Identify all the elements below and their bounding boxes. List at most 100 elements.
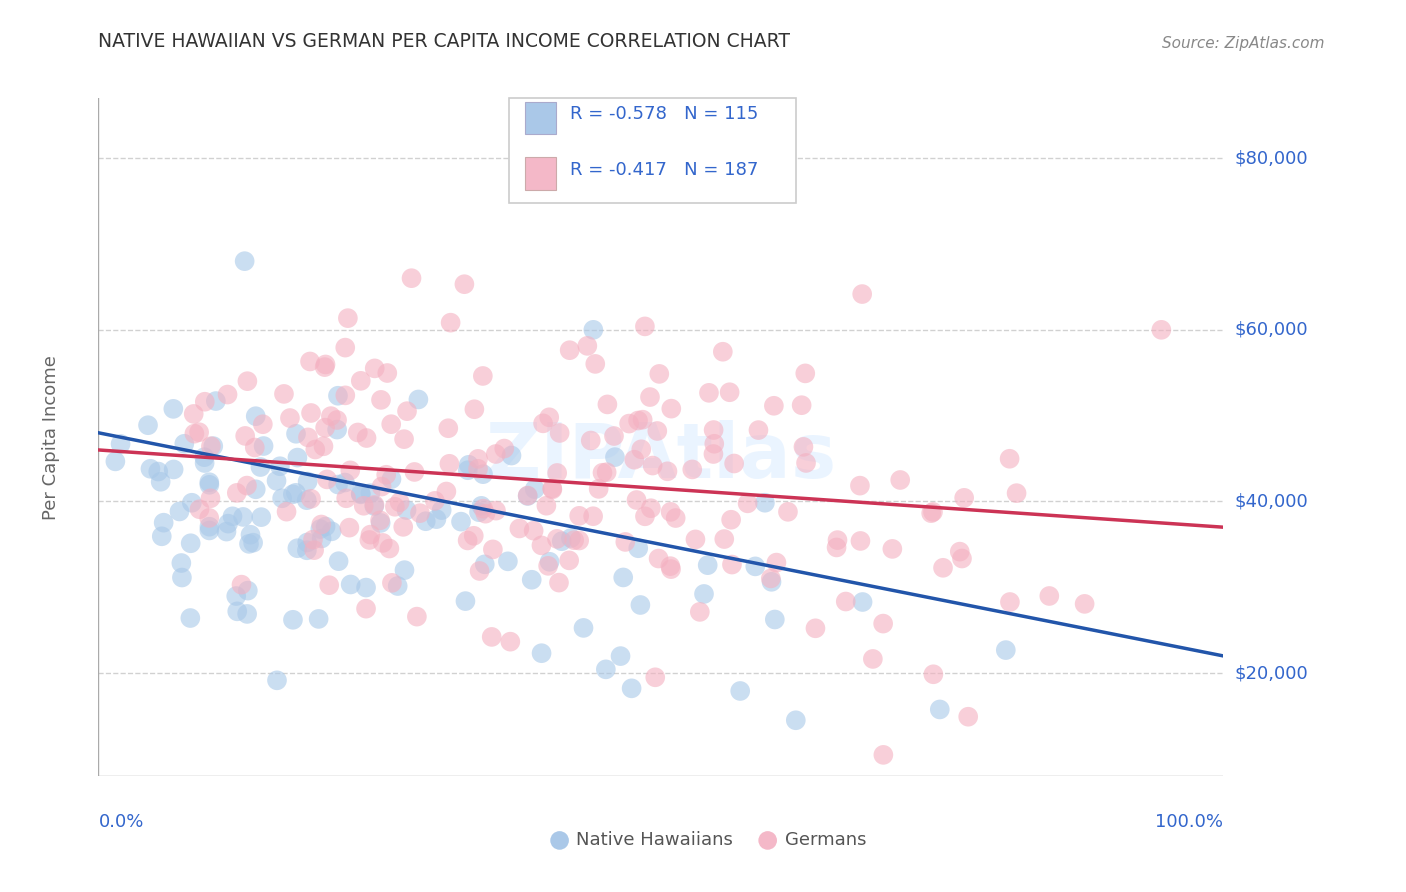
Point	[231, 577, 253, 591]
Point	[266, 474, 288, 488]
Point	[499, 634, 522, 648]
Point	[998, 595, 1021, 609]
Point	[697, 385, 720, 400]
Point	[852, 595, 875, 609]
Point	[849, 478, 872, 492]
Point	[179, 611, 201, 625]
Point	[647, 551, 669, 566]
Text: $60,000: $60,000	[1234, 321, 1308, 339]
Point	[623, 452, 645, 467]
Point	[776, 505, 799, 519]
Point	[541, 483, 564, 497]
Point	[614, 535, 637, 549]
Point	[295, 493, 318, 508]
Point	[1073, 597, 1095, 611]
Point	[744, 559, 766, 574]
Point	[437, 421, 460, 435]
Point	[384, 500, 406, 514]
Point	[425, 512, 447, 526]
Point	[957, 709, 980, 723]
Point	[689, 605, 711, 619]
Point	[364, 361, 387, 376]
Point	[356, 431, 378, 445]
Point	[276, 505, 298, 519]
Point	[285, 426, 308, 441]
Point	[792, 440, 814, 454]
Point	[998, 451, 1021, 466]
Point	[612, 570, 634, 584]
Point	[457, 533, 479, 548]
Point	[665, 511, 688, 525]
Point	[350, 487, 373, 501]
Point	[434, 484, 457, 499]
Point	[592, 466, 614, 480]
Point	[200, 491, 222, 506]
Point	[183, 407, 205, 421]
Point	[349, 486, 371, 500]
Point	[395, 503, 418, 517]
Point	[180, 496, 202, 510]
Point	[851, 287, 873, 301]
Point	[194, 456, 217, 470]
Point	[311, 532, 333, 546]
Point	[928, 702, 950, 716]
Point	[439, 457, 461, 471]
Text: Per Capita Income: Per Capita Income	[42, 355, 60, 519]
Point	[202, 439, 225, 453]
Point	[250, 510, 273, 524]
Text: $80,000: $80,000	[1234, 149, 1308, 167]
Point	[370, 392, 392, 407]
Point	[723, 457, 745, 471]
Point	[862, 652, 884, 666]
Point	[326, 413, 349, 427]
Point	[371, 536, 394, 550]
Point	[530, 646, 553, 660]
Point	[950, 551, 973, 566]
Point	[252, 439, 274, 453]
Point	[162, 401, 184, 416]
Point	[170, 556, 193, 570]
Point	[269, 459, 291, 474]
Bar	[524, 157, 557, 190]
Point	[337, 521, 360, 535]
Point	[236, 478, 259, 492]
Point	[541, 481, 564, 495]
Point	[728, 684, 751, 698]
Point	[409, 506, 432, 520]
Point	[825, 541, 848, 555]
Point	[249, 460, 271, 475]
Point	[136, 418, 159, 433]
Point	[339, 577, 361, 591]
Point	[558, 553, 581, 567]
Point	[530, 538, 553, 552]
Point	[380, 472, 402, 486]
Point	[620, 681, 643, 696]
Point	[350, 374, 373, 388]
Point	[252, 417, 274, 432]
Point	[318, 578, 340, 592]
Point	[314, 420, 336, 434]
Point	[198, 519, 221, 533]
Point	[537, 558, 560, 573]
Point	[236, 374, 259, 388]
Point	[572, 621, 595, 635]
Point	[659, 559, 682, 574]
Point	[794, 456, 817, 470]
Text: 100.0%: 100.0%	[1156, 814, 1223, 831]
Point	[765, 556, 787, 570]
Point	[804, 621, 827, 635]
Point	[627, 413, 650, 427]
Point	[139, 462, 162, 476]
Point	[387, 579, 409, 593]
Point	[922, 667, 945, 681]
Point	[295, 535, 318, 549]
Point	[520, 573, 543, 587]
Point	[162, 462, 184, 476]
Point	[548, 838, 571, 852]
Point	[408, 392, 430, 407]
Point	[238, 537, 260, 551]
Point	[333, 475, 356, 490]
Point	[630, 442, 652, 457]
Point	[198, 524, 221, 538]
Point	[516, 489, 538, 503]
